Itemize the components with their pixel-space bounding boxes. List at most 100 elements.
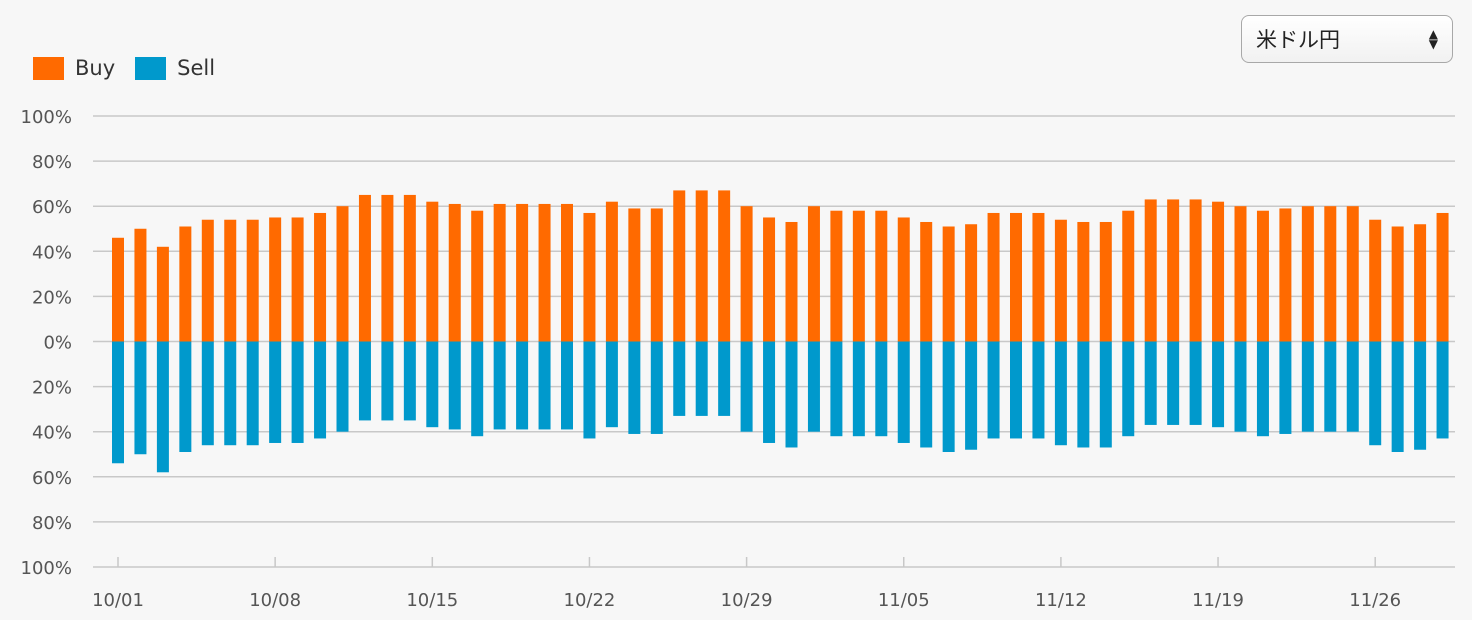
x-tick-label: 11/19 [1192, 590, 1244, 611]
sell-bar [516, 341, 529, 430]
sell-bar [897, 341, 910, 443]
buy-bar [1099, 221, 1112, 342]
sell-bar [1414, 341, 1427, 450]
sell-bar [179, 341, 192, 452]
sell-bar [156, 341, 169, 473]
x-tick-label: 10/22 [564, 590, 616, 611]
legend-item-buy[interactable]: Buy [33, 56, 115, 80]
sell-bar [269, 341, 282, 443]
sell-bar [942, 341, 955, 452]
sell-bar [134, 341, 147, 455]
sell-bar [1054, 341, 1067, 446]
buy-bar [403, 194, 416, 342]
buy-bar [942, 226, 955, 342]
sell-bar [538, 341, 551, 430]
sell-bar [965, 341, 978, 450]
x-tick-label: 11/12 [1035, 590, 1087, 611]
sell-bar [1010, 341, 1022, 439]
currency-pair-select[interactable]: 米ドル円 ▲ ▼ [1241, 15, 1453, 63]
buy-bar [561, 203, 573, 342]
y-tick-label: 80% [32, 513, 72, 534]
y-tick-label: 20% [32, 378, 72, 399]
legend-item-sell[interactable]: Sell [135, 56, 215, 80]
buy-bar [920, 221, 933, 342]
buy-bar [269, 217, 282, 342]
buy-bar [291, 217, 304, 342]
buy-bar [1144, 199, 1157, 342]
buy-bar [493, 203, 506, 342]
sell-bar [763, 341, 776, 443]
buy-bar [1010, 212, 1022, 342]
sell-bar [112, 341, 124, 464]
buy-bar [1234, 206, 1247, 342]
sell-bar [1032, 341, 1045, 439]
sell-bar [1122, 341, 1135, 437]
buy-bar [1212, 201, 1225, 342]
buy-bar [987, 212, 1000, 342]
sell-bar [426, 341, 439, 428]
sell-bar [1301, 341, 1314, 432]
sell-bar [381, 341, 394, 421]
buy-bar [1167, 199, 1180, 342]
sell-bar [358, 341, 371, 421]
y-tick-label: 80% [32, 152, 72, 173]
buy-bar [358, 194, 371, 342]
sell-bar [695, 341, 708, 416]
buy-bar [1369, 219, 1382, 342]
sell-bar [1324, 341, 1337, 432]
sell-bar [875, 341, 888, 437]
legend-label-buy: Buy [75, 56, 116, 80]
buy-bar [965, 224, 978, 342]
y-tick-label: 0% [43, 333, 72, 354]
legend-label-sell: Sell [177, 56, 216, 80]
sell-bar [1212, 341, 1225, 428]
sell-bar [605, 341, 618, 428]
buy-bar [628, 208, 641, 342]
x-tick-label: 11/26 [1349, 590, 1401, 611]
sell-bar [1077, 341, 1090, 448]
buy-bar [1346, 206, 1359, 342]
buy-bar [807, 206, 820, 342]
buy-bar [538, 203, 551, 342]
x-tick-label: 11/05 [878, 590, 930, 611]
buy-bar [650, 208, 663, 342]
x-tick-label: 10/29 [721, 590, 773, 611]
buy-bar [1189, 199, 1202, 342]
buy-bar [1122, 210, 1135, 342]
y-tick-label: 40% [32, 242, 72, 263]
y-tick-label: 20% [32, 287, 72, 308]
sell-bar [291, 341, 304, 443]
updown-arrows-icon: ▲ ▼ [1428, 27, 1438, 51]
buy-bar [1414, 224, 1427, 342]
x-tick-label: 10/15 [406, 590, 458, 611]
buy-bar [897, 217, 910, 342]
sell-bar [224, 341, 237, 446]
buy-bar [112, 237, 124, 342]
sell-bar [201, 341, 214, 446]
buy-bar [785, 221, 798, 342]
sell-bar [987, 341, 1000, 439]
buy-bar [875, 210, 888, 342]
buy-bar [201, 219, 214, 342]
sell-bar [1346, 341, 1359, 432]
buy-bar [1436, 212, 1449, 342]
sell-bar [1436, 341, 1449, 439]
sell-bar [673, 341, 686, 416]
sell-bar [246, 341, 259, 446]
sell-bar [1234, 341, 1247, 432]
buy-bar [1324, 206, 1337, 342]
legend-swatch-buy [33, 56, 64, 80]
sell-bar [1369, 341, 1382, 446]
buy-bar [852, 210, 865, 342]
buy-bar [381, 194, 394, 342]
sell-bar [336, 341, 349, 432]
buy-bar [426, 201, 439, 342]
chart-legend: Buy Sell [33, 56, 235, 80]
sell-bar [650, 341, 663, 434]
buy-bar [134, 228, 147, 342]
buy-bar [718, 190, 731, 342]
buy-bar [830, 210, 843, 342]
sell-bar [1167, 341, 1180, 425]
currency-pair-value: 米ドル円 [1256, 28, 1340, 52]
buy-bar [1391, 226, 1404, 342]
